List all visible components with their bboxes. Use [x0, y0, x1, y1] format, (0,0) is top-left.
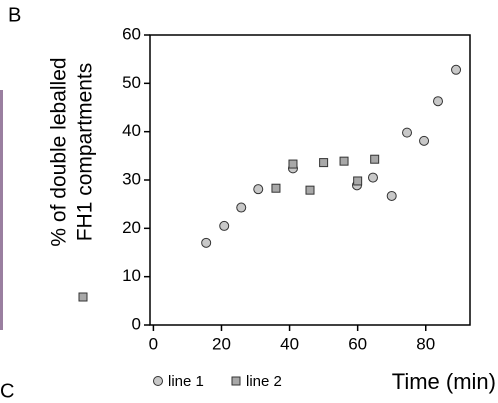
y-tick-label: 50 — [122, 73, 141, 92]
data-point — [420, 136, 429, 145]
data-point — [254, 185, 263, 194]
y-tick-label: 40 — [122, 121, 141, 140]
x-tick-label: 60 — [348, 334, 367, 353]
stray-marker — [79, 293, 87, 301]
y-tick-label: 60 — [122, 24, 141, 43]
data-point — [368, 173, 377, 182]
x-axis-label: Time (min) — [392, 369, 496, 394]
legend-label: line 2 — [246, 373, 282, 390]
data-point — [452, 65, 461, 74]
y-axis-label: % of double leballed — [48, 57, 71, 246]
legend-label: line 1 — [168, 373, 204, 390]
data-point — [289, 160, 297, 168]
plot-frame — [150, 35, 470, 325]
legend-marker — [232, 377, 240, 385]
data-point — [340, 157, 348, 165]
panel-label: B — [8, 4, 21, 26]
data-point — [306, 186, 314, 194]
data-point — [403, 128, 412, 137]
y-tick-label: 30 — [122, 169, 141, 188]
data-point — [434, 97, 443, 106]
adjacent-panel-edge — [0, 90, 3, 330]
data-point — [272, 184, 280, 192]
data-point — [237, 203, 246, 212]
data-point — [371, 155, 379, 163]
data-point — [202, 238, 211, 247]
data-point — [387, 191, 396, 200]
x-tick-label: 20 — [212, 334, 231, 353]
y-tick-label: 0 — [132, 314, 141, 333]
data-point — [320, 159, 328, 167]
x-tick-label: 80 — [416, 334, 435, 353]
y-tick-label: 20 — [122, 218, 141, 237]
data-point — [354, 177, 362, 185]
panel-label: C — [0, 380, 14, 398]
y-tick-label: 10 — [122, 266, 141, 285]
chart: B C Time (min) % of double leballed FH1 … — [0, 0, 498, 398]
data-point — [220, 221, 229, 230]
x-tick-label: 40 — [280, 334, 299, 353]
legend-marker — [154, 377, 163, 386]
x-tick-label: 0 — [149, 334, 158, 353]
y-axis-label: FH1 compartments — [74, 63, 97, 242]
